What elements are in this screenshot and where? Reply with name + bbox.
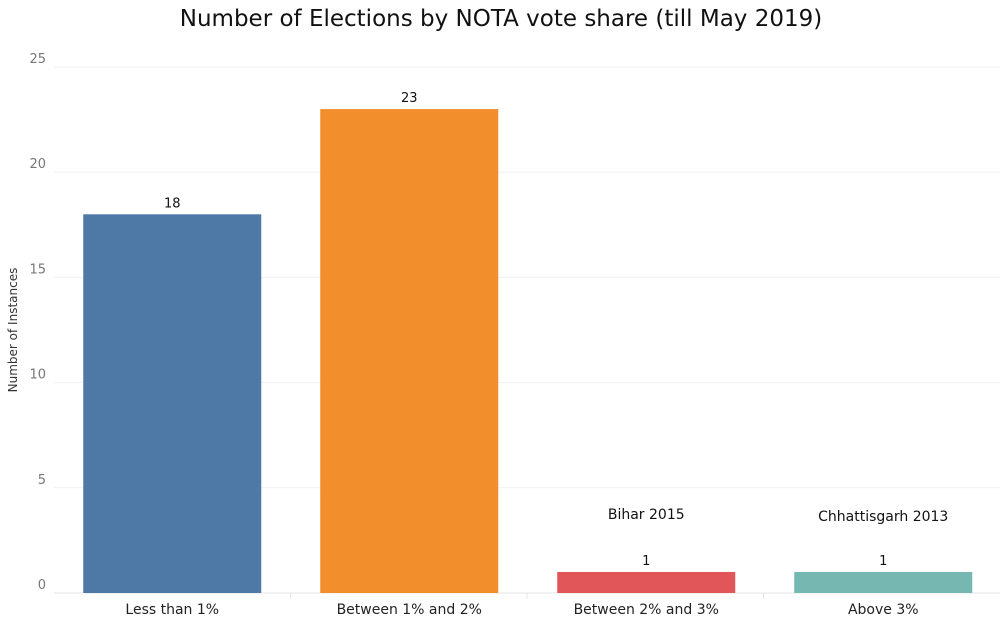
annotation: Bihar 2015 [608,507,685,523]
data-label: 1 [642,554,650,569]
y-tick-label: 5 [38,473,46,488]
y-axis-label: Number of Instances [6,268,20,393]
y-tick-label: 25 [29,52,46,67]
bar [83,214,262,593]
y-tick-label: 15 [29,262,46,277]
x-tick-label: Less than 1% [125,602,219,618]
bar [794,571,973,593]
annotation: Chhattisgarh 2013 [818,509,948,525]
y-tick-label: 0 [38,578,46,593]
bar [557,571,736,593]
y-tick-label: 20 [29,157,46,172]
data-label: 23 [401,91,418,106]
bar [320,109,499,593]
x-tick-label: Between 1% and 2% [337,602,482,618]
data-label: 1 [879,554,887,569]
chart-title: Number of Elections by NOTA vote share (… [179,6,823,32]
y-tick-label: 10 [29,368,46,383]
x-tick-label: Above 3% [848,602,919,618]
x-tick-label: Between 2% and 3% [574,602,719,618]
data-label: 18 [164,196,181,211]
